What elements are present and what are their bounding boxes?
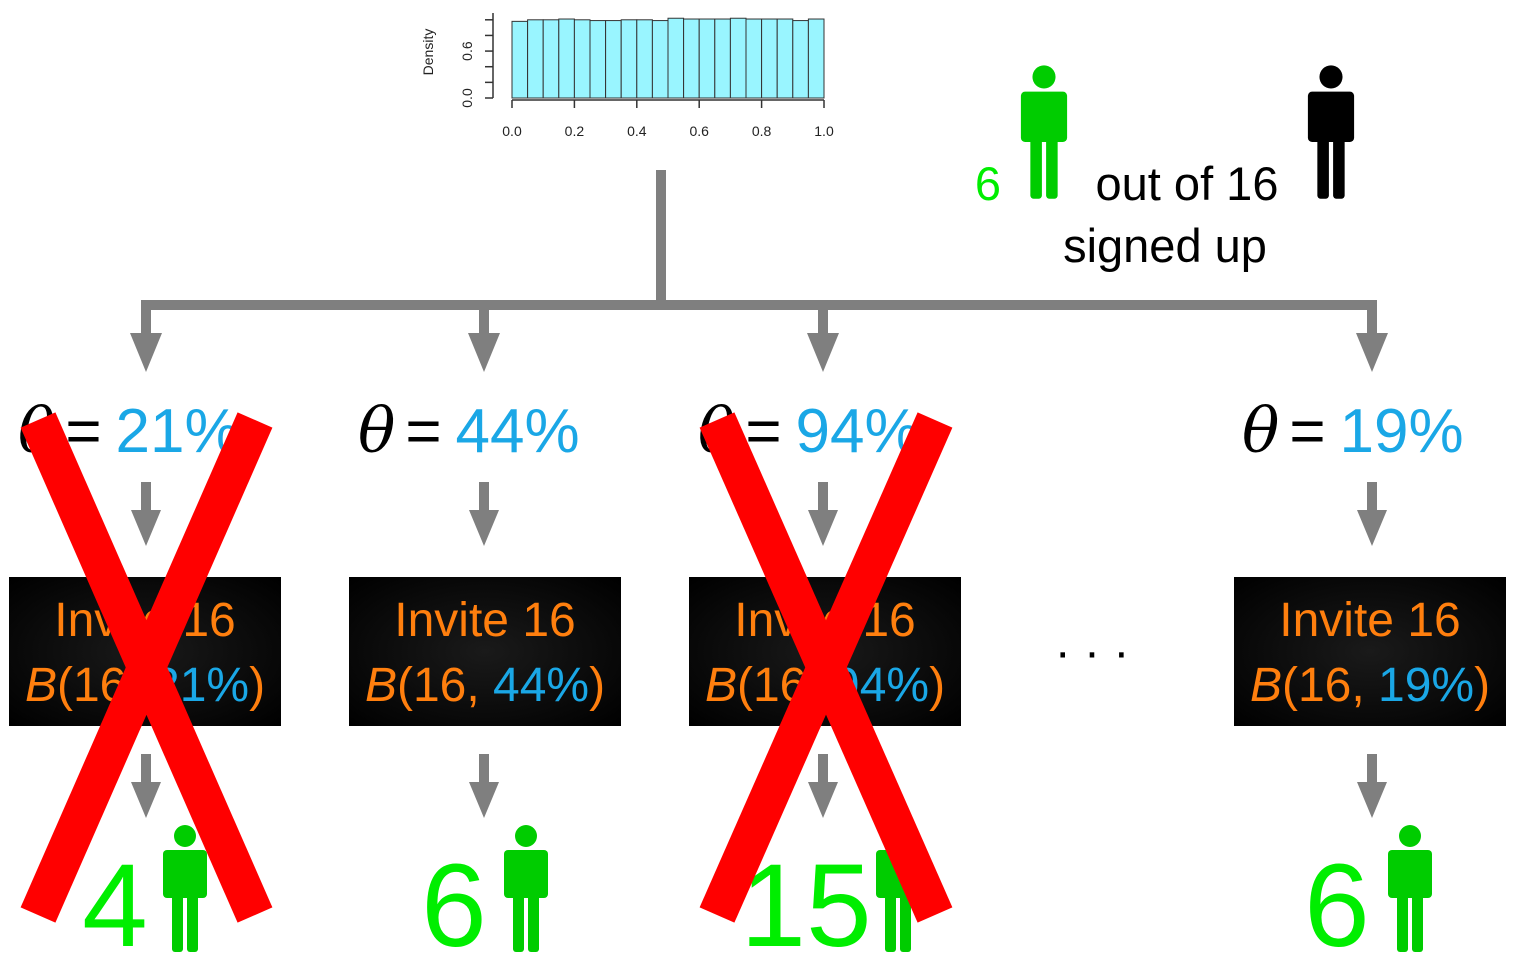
histogram-bar bbox=[761, 18, 778, 99]
cross-icon bbox=[699, 412, 953, 923]
histogram-bar bbox=[683, 18, 700, 99]
arrow-down-icon bbox=[131, 482, 161, 546]
observed-count: 6 bbox=[975, 157, 1001, 210]
y-axis-label: Density bbox=[420, 29, 436, 76]
branch-arrowheads bbox=[130, 333, 1388, 372]
x-ticks: 0.0 0.2 0.4 0.6 0.8 1.0 bbox=[502, 100, 834, 139]
arrow-down-icon bbox=[808, 482, 838, 546]
histogram-bar bbox=[667, 17, 685, 99]
histogram-bar bbox=[776, 18, 794, 99]
histogram-bar bbox=[792, 20, 809, 99]
signed-up-text: signed up bbox=[1063, 219, 1267, 272]
x-tick-label: 1.0 bbox=[814, 123, 834, 139]
histogram-bars bbox=[511, 17, 825, 99]
x-tick-label: 0.6 bbox=[689, 123, 709, 139]
arrow-down-icon bbox=[469, 482, 499, 546]
histogram-bar bbox=[558, 18, 575, 99]
simulated-count: 6 bbox=[421, 840, 487, 961]
theta-equation: θ = 19% bbox=[1242, 394, 1464, 467]
observed-data: 6 out of 16 signed up bbox=[975, 65, 1355, 272]
x-tick-label: 0.2 bbox=[565, 123, 585, 139]
x-tick-label: 0.8 bbox=[752, 123, 772, 139]
out-of-text: out of 16 bbox=[1096, 157, 1279, 210]
histogram-bar bbox=[651, 20, 669, 99]
simulated-count: 6 bbox=[1304, 840, 1370, 961]
x-tick-label: 0.0 bbox=[502, 123, 522, 139]
invite-text: Invite 16 bbox=[1279, 594, 1460, 647]
simulation-box bbox=[1234, 577, 1506, 726]
branch-2: θ = 44% Invite 16 B(16, 44%) 6 bbox=[349, 394, 621, 961]
simulation-box bbox=[349, 577, 621, 726]
histogram-bar bbox=[636, 19, 653, 99]
arrow-down-icon bbox=[1357, 754, 1387, 818]
histogram-bar bbox=[542, 19, 560, 99]
person-icon-green bbox=[163, 825, 207, 952]
histogram-bar bbox=[714, 18, 731, 99]
histogram-bar bbox=[605, 20, 622, 99]
y-tick-label: 0.0 bbox=[459, 88, 475, 108]
simulated-count: 4 bbox=[82, 840, 148, 961]
branch-connector bbox=[141, 170, 1377, 335]
histogram-bar bbox=[807, 18, 825, 99]
x-tick-label: 0.4 bbox=[627, 123, 647, 139]
histogram-bar bbox=[745, 18, 763, 99]
invite-text: Invite 16 bbox=[394, 594, 575, 647]
binomial-text: B(16, 44%) bbox=[365, 659, 605, 712]
prior-histogram: 0.0 0.2 0.4 0.6 0.8 1.0 0.0 0.6 Density bbox=[420, 13, 834, 139]
branch-4: θ = 19% Invite 16 B(16, 19%) 6 bbox=[1234, 394, 1506, 961]
y-ticks: 0.0 0.6 bbox=[459, 19, 493, 108]
arrow-down-icon bbox=[808, 754, 838, 818]
binomial-text: B(16, 19%) bbox=[1250, 659, 1490, 712]
histogram-bar bbox=[620, 19, 638, 99]
histogram-bar bbox=[511, 20, 529, 99]
person-icon-green bbox=[1020, 65, 1068, 199]
arrow-down-icon bbox=[131, 754, 161, 818]
person-icon-green bbox=[1388, 825, 1432, 952]
ellipsis: · · · bbox=[1055, 626, 1130, 679]
histogram-bar bbox=[527, 19, 544, 99]
histogram-bar bbox=[573, 19, 591, 99]
y-tick-label: 0.6 bbox=[459, 41, 475, 61]
branch-3: θ=94% Invite 16 B(16, 94%) 15 bbox=[689, 394, 961, 961]
cross-icon bbox=[20, 412, 273, 923]
branch-1: θ=21% Invite 16 B(16, 21%) 4 bbox=[9, 394, 281, 961]
histogram-bar bbox=[698, 18, 716, 99]
person-icon-green bbox=[504, 825, 548, 952]
simulated-count: 15 bbox=[740, 840, 871, 961]
histogram-bar bbox=[589, 20, 607, 99]
histogram-bar bbox=[729, 17, 747, 99]
arrow-down-icon bbox=[1357, 482, 1387, 546]
theta-equation: θ = 44% bbox=[358, 394, 580, 467]
person-icon-black bbox=[1307, 65, 1355, 199]
arrow-down-icon bbox=[469, 754, 499, 818]
